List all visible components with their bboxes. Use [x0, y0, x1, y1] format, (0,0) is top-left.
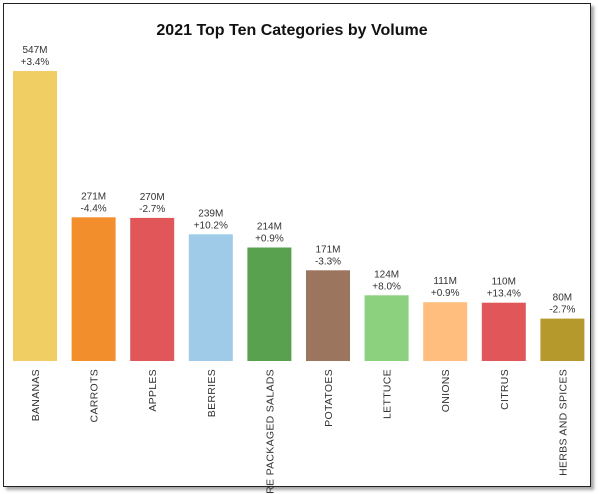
category-label: CARROTS: [89, 369, 101, 422]
change-label: +13.4%: [487, 289, 521, 300]
change-label: +3.4%: [21, 57, 50, 68]
value-label: 547M: [22, 45, 47, 56]
change-label: +0.9%: [431, 288, 460, 299]
chart-title: 2021 Top Ten Categories by Volume: [156, 22, 427, 39]
bar-pre-packaged-salads: [247, 247, 292, 361]
category-label: APPLES: [147, 369, 159, 412]
value-label: 110M: [492, 277, 516, 288]
category-label: PRE PACKAGED SALADS: [264, 369, 276, 494]
value-label: 271M: [81, 191, 106, 202]
change-label: +8.0%: [372, 281, 401, 292]
change-label: -3.3%: [315, 256, 341, 267]
value-label: 171M: [315, 244, 340, 255]
change-label: -2.7%: [139, 204, 165, 215]
change-label: +0.9%: [255, 234, 284, 245]
value-label: 124M: [374, 269, 399, 280]
bar-citrus: [481, 302, 526, 361]
bar-berries: [188, 234, 233, 361]
bar-herbs-and-spices: [540, 318, 585, 361]
bar-onions: [423, 302, 468, 361]
bar-potatoes: [306, 270, 350, 361]
bar-carrots: [71, 217, 116, 361]
change-label: +10.2%: [194, 220, 228, 231]
value-label: 239M: [198, 208, 223, 219]
value-label: 111M: [433, 276, 457, 287]
change-label: -4.4%: [81, 203, 107, 214]
bars-group: 547M+3.4%BANANAS271M-4.4%CARROTS270M-2.7…: [13, 45, 585, 494]
category-label: HERBS AND SPICES: [557, 369, 569, 476]
value-label: 80M: [553, 293, 572, 304]
category-label: ONIONS: [440, 369, 452, 412]
category-label: LETTUCE: [382, 369, 394, 419]
value-label: 214M: [257, 222, 282, 233]
category-label: BANANAS: [30, 369, 42, 421]
change-label: -2.7%: [549, 305, 575, 316]
bar-lettuce: [364, 295, 409, 361]
category-label: CITRUS: [499, 369, 511, 410]
bar-apples: [130, 217, 175, 361]
category-label: BERRIES: [206, 369, 218, 417]
category-label: POTATOES: [323, 369, 335, 427]
bar-bananas: [13, 71, 57, 361]
value-label: 270M: [140, 192, 165, 203]
